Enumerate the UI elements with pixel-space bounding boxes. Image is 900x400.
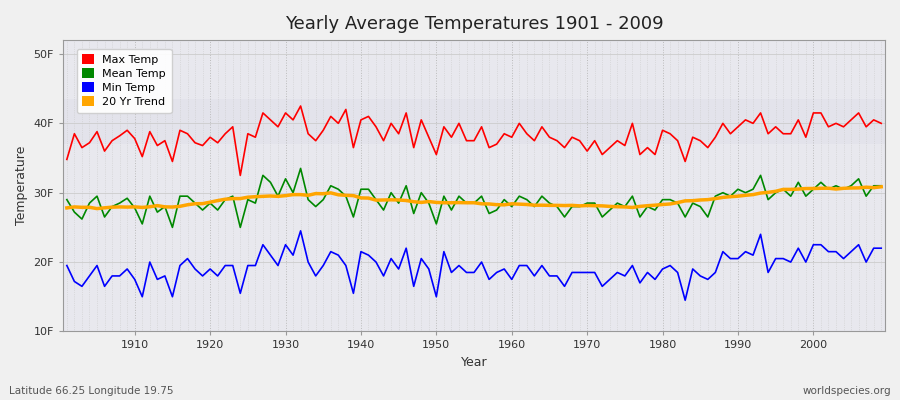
Text: worldspecies.org: worldspecies.org [803,386,891,396]
Text: Latitude 66.25 Longitude 19.75: Latitude 66.25 Longitude 19.75 [9,386,174,396]
X-axis label: Year: Year [461,356,488,369]
Title: Yearly Average Temperatures 1901 - 2009: Yearly Average Temperatures 1901 - 2009 [284,15,663,33]
Legend: Max Temp, Mean Temp, Min Temp, 20 Yr Trend: Max Temp, Mean Temp, Min Temp, 20 Yr Tre… [76,48,172,113]
Y-axis label: Temperature: Temperature [15,146,28,226]
Bar [63,99,885,144]
